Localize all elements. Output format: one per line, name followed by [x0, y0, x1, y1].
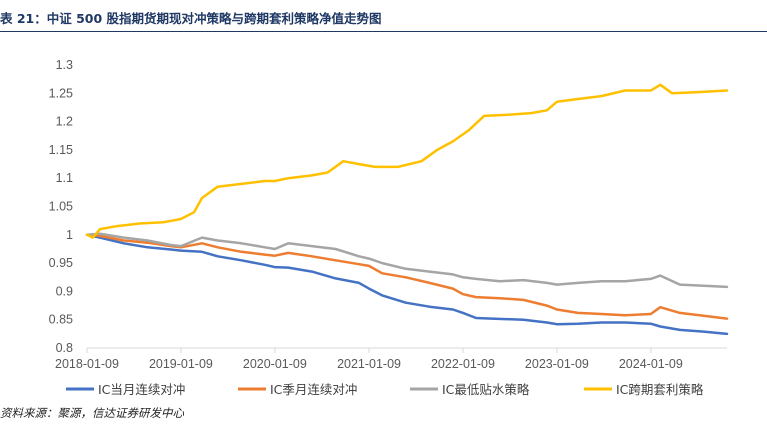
legend-label: IC跨期套利策略 [616, 382, 704, 397]
x-tick-label: 2024-01-09 [619, 357, 683, 371]
x-axis: 2018-01-09 2019-01-09 2020-01-09 2021-01-09… [55, 347, 727, 371]
y-tick-label: 0.85 [49, 313, 73, 327]
y-tick-label: 1 [66, 228, 73, 242]
x-tick-label: 2022-01-09 [431, 357, 495, 371]
y-tick-label: 1.1 [56, 171, 73, 185]
legend-label: IC季月连续对冲 [270, 382, 357, 397]
series-line-3 [85, 83, 729, 239]
y-tick-label: 0.9 [56, 284, 73, 298]
page-title: 表 21：中证 500 股指期货期现对冲策略与跨期套利策略净值走势图 [0, 11, 382, 26]
y-tick-label: 0.95 [49, 256, 73, 270]
x-tick-label: 2023-01-09 [525, 357, 589, 371]
legend-label: IC当月连续对冲 [98, 382, 185, 397]
y-tick-label: 0.8 [56, 341, 73, 355]
x-tick-label: 2018-01-09 [55, 357, 119, 371]
y-tick-label: 1.3 [56, 58, 73, 72]
series-layer [85, 83, 729, 336]
x-tick-label: 2019-01-09 [149, 357, 213, 371]
series-line-1 [85, 233, 729, 320]
y-tick-label: 1.15 [49, 143, 73, 157]
y-axis: 1.3 1.25 1.2 1.15 1.1 1.05 1 0.95 0.9 0.85 0.8 [49, 58, 73, 355]
source-note: 资料来源：聚源，信达证券研发中心 [0, 406, 184, 420]
legend-label: IC最低贴水策略 [442, 382, 530, 397]
series-line-2 [85, 232, 729, 289]
y-tick-label: 1.2 [56, 115, 73, 129]
y-tick-label: 1.05 [49, 200, 73, 214]
x-tick-label: 2021-01-09 [337, 357, 401, 371]
series-line-0 [85, 233, 729, 336]
y-tick-label: 1.25 [49, 86, 73, 100]
legend: IC当月连续对冲 IC季月连续对冲 IC最低贴水策略 IC跨期套利策略 [66, 382, 704, 397]
title-divider [0, 31, 767, 32]
x-tick-label: 2020-01-09 [243, 357, 307, 371]
